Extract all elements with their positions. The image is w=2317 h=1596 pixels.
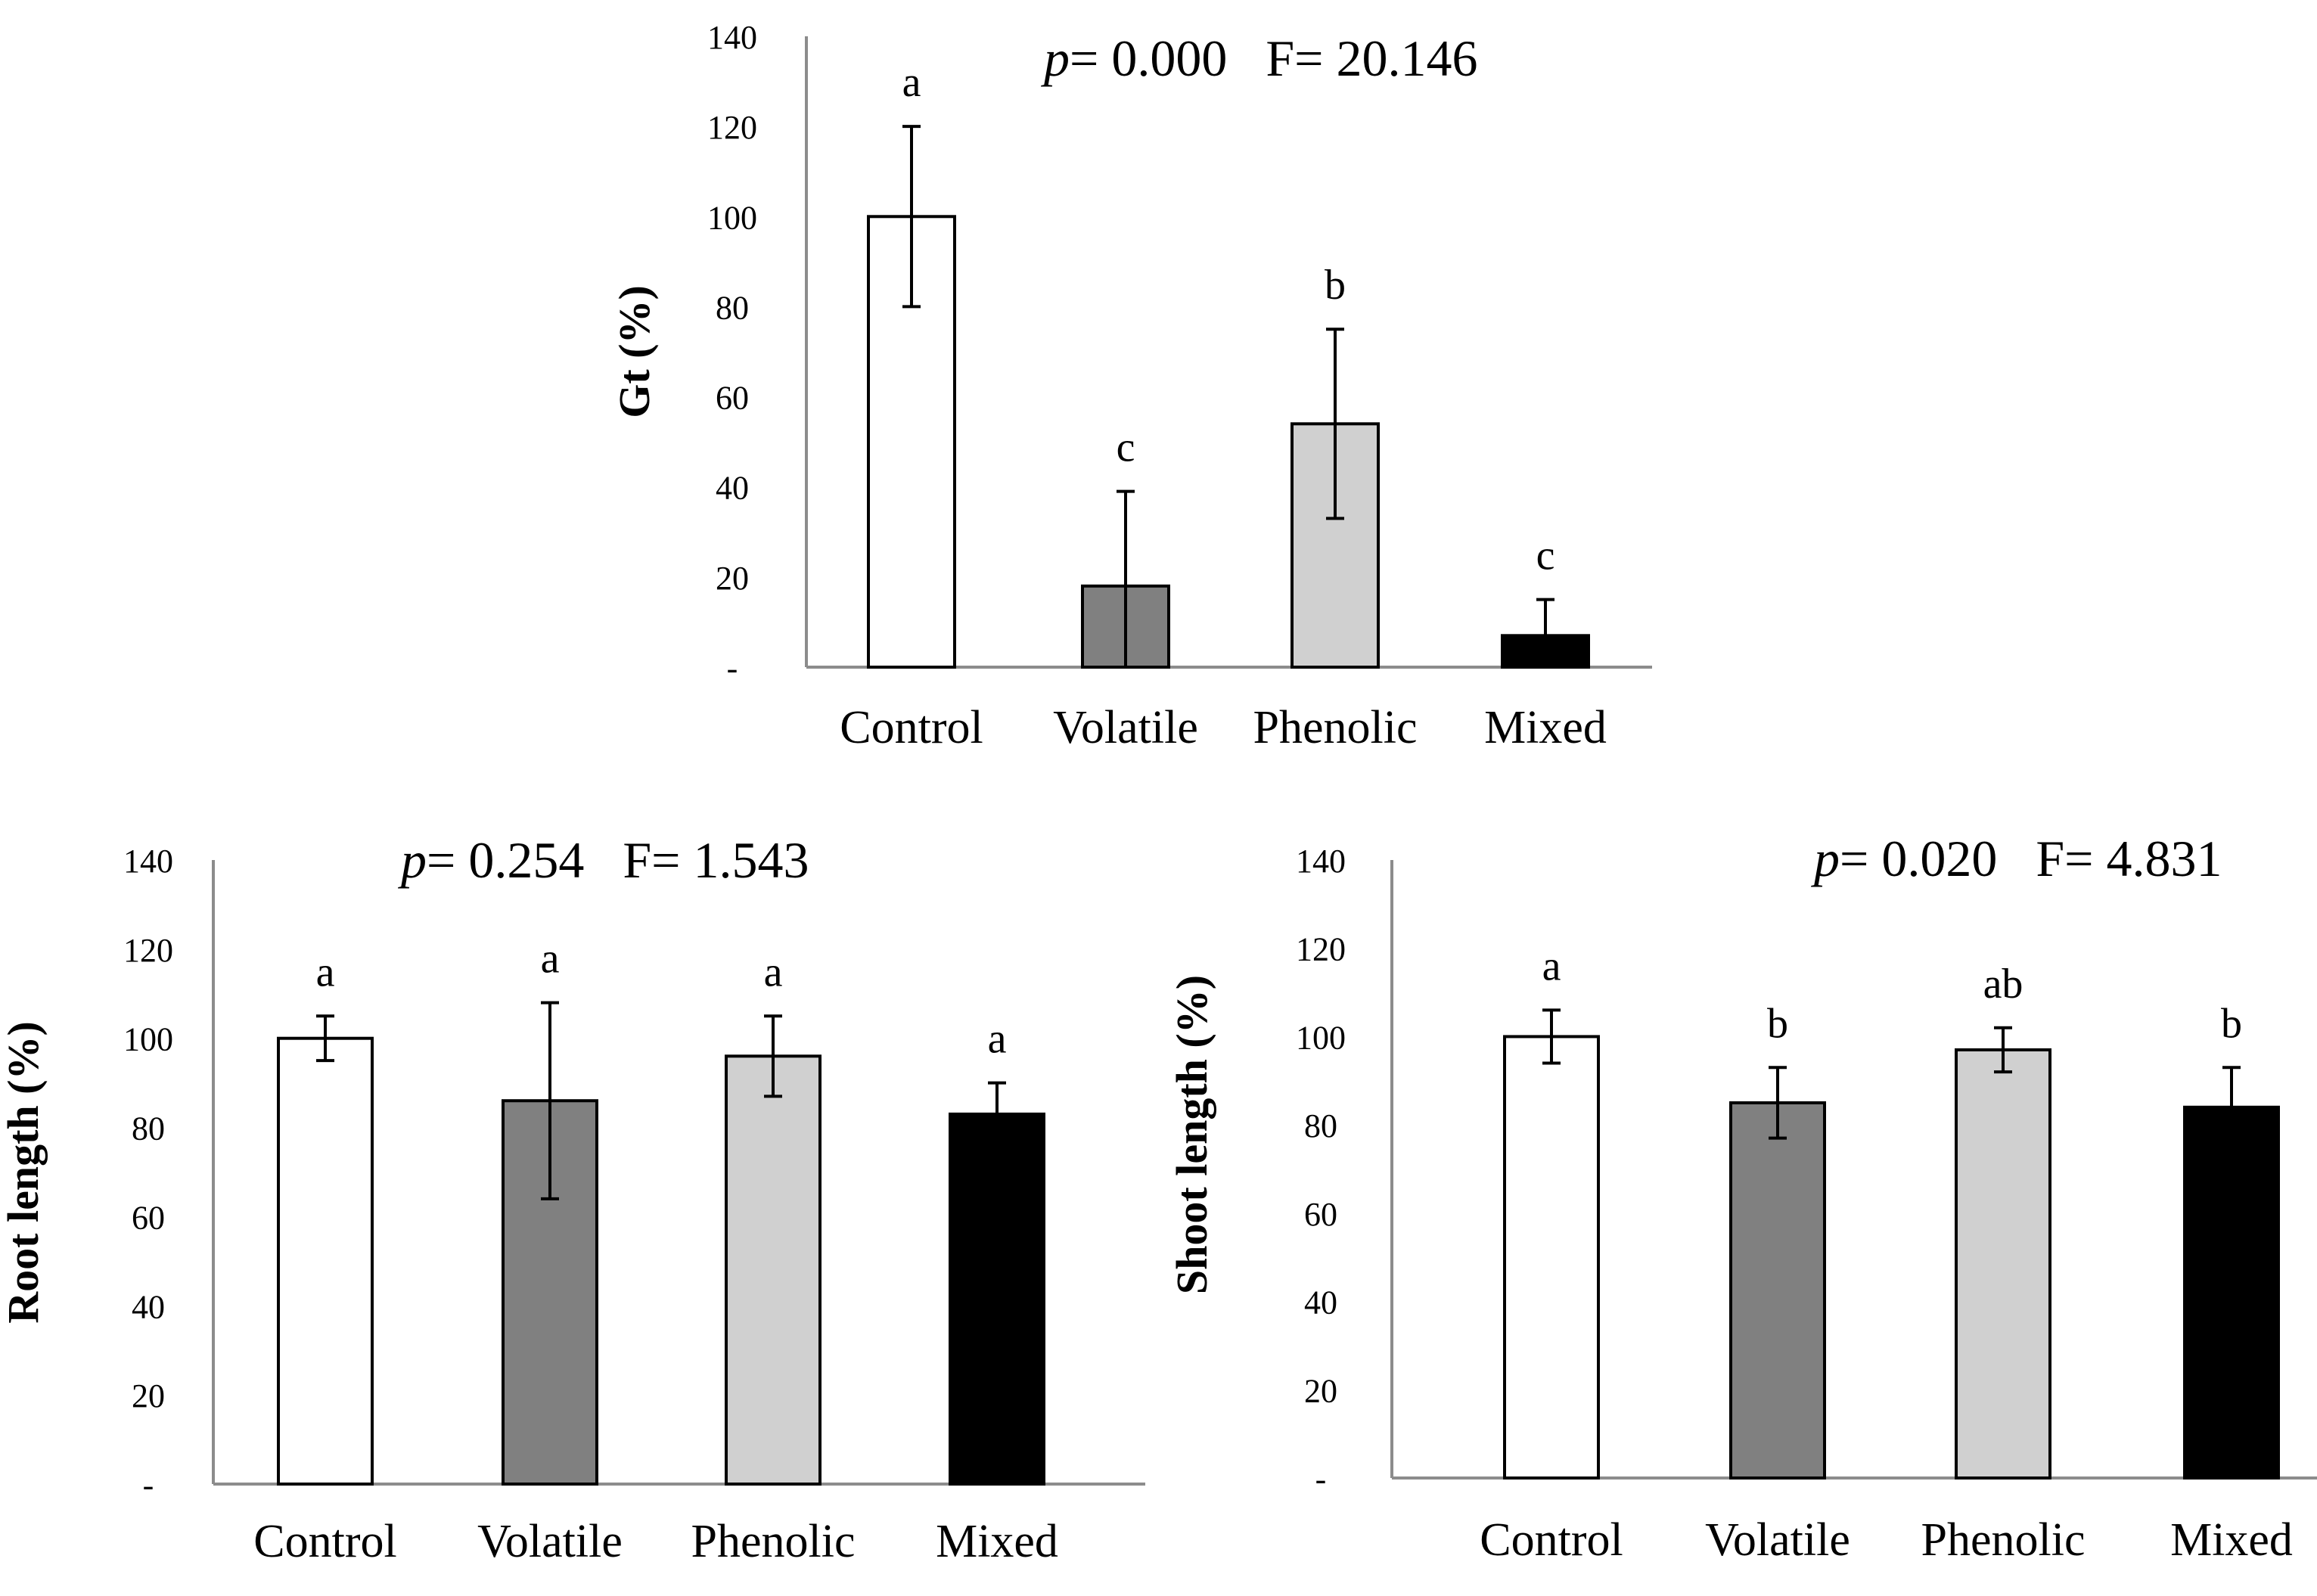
y-tick-label: 80 [716,289,749,326]
category-label: Control [1480,1514,1623,1566]
significance-letter: a [541,936,560,983]
category-label: Mixed [2170,1514,2293,1566]
shoot-length-chart: - 20 40 60 80 100 120 140 Shoot length (%) p= 0.0… [1167,830,2317,1566]
category-label: Volatile [477,1516,623,1567]
category-label: Mixed [1484,702,1607,753]
significance-letter: ab [1983,961,2023,1008]
f-value: F= 20.146 [1266,29,1477,87]
y-tick-label: - [1315,1461,1327,1498]
stats-title: p= 0.000 F= 20.146 [1041,29,1478,87]
bar-mixed [949,1112,1045,1486]
y-tick-label: 120 [123,932,173,969]
y-axis-label: Gt (%) [610,285,659,418]
y-tick-label: 60 [132,1199,165,1236]
significance-letter: b [1767,1000,1788,1047]
significance-letter: c [1117,424,1135,471]
stats-title: p= 0.020 F= 4.831 [1811,830,2222,887]
p-label: p [1041,29,1070,87]
bar-control [277,1036,374,1486]
category-label: Phenolic [691,1516,856,1567]
y-tick-label: 40 [716,470,749,507]
y-tick-label: - [727,650,738,687]
significance-letter: a [764,949,783,995]
y-tick-label: 140 [123,843,173,880]
y-axis-label: Shoot length (%) [1167,975,1216,1294]
bar-mixed [2183,1105,2280,1480]
bar-phenolic [725,1054,822,1486]
category-label: Control [840,702,983,753]
y-tick-label: 80 [132,1110,165,1147]
f-value: F= 1.543 [623,831,809,889]
p-label: p [398,831,427,889]
y-tick-label: 20 [716,560,749,597]
p-value: = 0.254 [427,831,623,889]
significance-letter: b [1325,262,1346,309]
category-label: Volatile [1053,702,1198,753]
significance-letter: a [316,949,335,995]
significance-letter: a [1542,942,1561,989]
y-tick-label: 20 [1304,1372,1337,1409]
y-tick-label: 100 [123,1021,173,1058]
y-tick-label: 60 [716,380,749,417]
category-label: Control [253,1516,396,1567]
bar-phenolic [1955,1048,2051,1480]
significance-letter: b [2221,1000,2242,1047]
significance-letter: a [902,59,921,106]
gt-chart: - 20 40 60 80 100 120 140 Gt (%) p= 0.000 F= 20.1… [610,19,1652,753]
y-tick-label: 80 [1304,1107,1337,1144]
y-tick-label: 100 [707,199,757,236]
category-label: Phenolic [1921,1514,2086,1566]
category-label: Volatile [1705,1514,1850,1566]
bar-control [1503,1035,1600,1480]
y-axis-label: Root length (%) [0,1021,48,1324]
p-value: = 0.020 [1840,830,2036,887]
y-tick-label: 40 [132,1288,165,1325]
y-tick-label: 100 [1296,1019,1346,1056]
y-tick-label: 140 [707,19,757,56]
y-tick-label: 20 [132,1377,165,1414]
root-length-chart: - 20 40 60 80 100 120 140 Root length (%) p= 0.25… [0,831,1145,1567]
bar-volatile [1729,1101,1826,1480]
y-tick-label: 120 [1296,931,1346,968]
significance-letter: a [988,1016,1007,1063]
y-tick-label: 140 [1296,843,1346,880]
stats-title: p= 0.254 F= 1.543 [398,831,809,889]
y-tick-label: - [143,1467,154,1504]
y-tick-label: 60 [1304,1196,1337,1233]
significance-letter: c [1536,533,1555,579]
y-tick-label: 120 [707,109,757,146]
category-label: Phenolic [1253,702,1418,753]
p-value: = 0.000 [1070,29,1266,87]
f-value: F= 4.831 [2036,830,2222,887]
category-label: Mixed [936,1516,1058,1567]
p-label: p [1811,830,1840,887]
y-tick-label: 40 [1304,1284,1337,1321]
